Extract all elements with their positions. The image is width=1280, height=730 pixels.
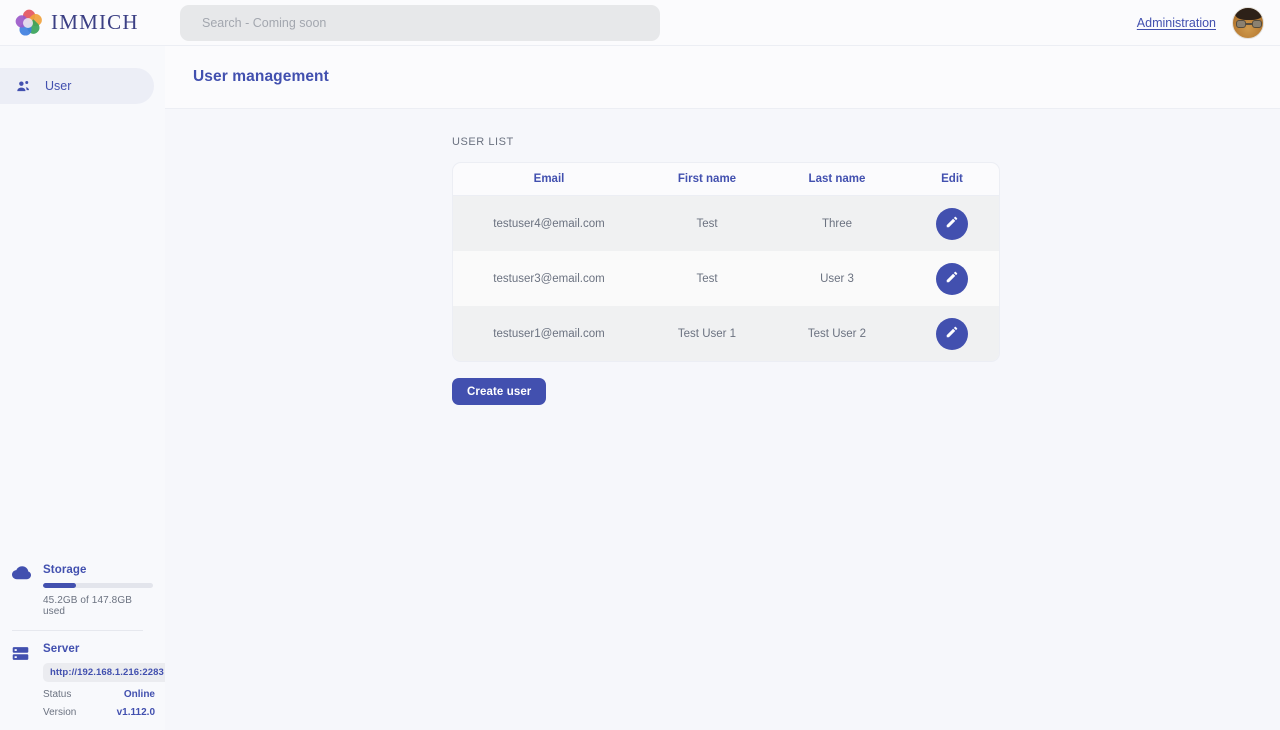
cell-edit xyxy=(905,262,999,295)
server-panel: Server http://192.168.1.216:2283 Status … xyxy=(0,643,171,718)
column-header-email: Email xyxy=(533,173,565,185)
top-navigation-bar: IMMICH Administration xyxy=(0,0,1280,46)
sidebar: User Storage 45.2GB of 147.8GB used xyxy=(0,46,171,730)
column-header-edit: Edit xyxy=(941,173,963,185)
column-header-first-name: First name xyxy=(677,173,737,185)
brand-name-label: IMMICH xyxy=(51,10,139,34)
sidebar-status-panel: Storage 45.2GB of 147.8GB used xyxy=(0,564,171,718)
cell-first-name: Test User 1 xyxy=(677,327,737,340)
storage-usage-caption: 45.2GB of 147.8GB used xyxy=(43,595,132,617)
cell-last-name: Three xyxy=(821,217,853,230)
pencil-icon xyxy=(945,325,959,342)
server-version-key: Version xyxy=(43,707,77,718)
brand-logo[interactable]: IMMICH xyxy=(13,7,166,36)
cell-edit xyxy=(905,207,999,240)
cell-last-name: User 3 xyxy=(820,272,854,285)
cell-last-name: Test User 2 xyxy=(807,327,867,340)
edit-user-button[interactable] xyxy=(936,207,968,240)
cell-email: testuser3@email.com xyxy=(493,272,605,285)
avatar-sunglasses-icon xyxy=(1236,20,1262,28)
table-header-row: Email First name Last name Edit xyxy=(452,162,1000,196)
storage-panel: Storage 45.2GB of 147.8GB used xyxy=(0,564,155,617)
server-status-value: Online xyxy=(123,689,155,700)
table-body: testuser4@email.com Test Three testuser3@em… xyxy=(452,196,1000,362)
column-header-last-name: Last name xyxy=(808,173,866,185)
administration-link[interactable]: Administration xyxy=(1136,16,1216,30)
pencil-icon xyxy=(945,270,959,287)
user-table: Email First name Last name Edit testuser… xyxy=(452,162,1000,362)
cloud-icon xyxy=(12,564,32,617)
cell-email: testuser1@email.com xyxy=(493,327,605,340)
server-version-value: v1.112.0 xyxy=(116,707,155,718)
server-url-chip[interactable]: http://192.168.1.216:2283 xyxy=(43,663,171,682)
storage-progress-fill xyxy=(43,583,76,588)
table-row: testuser3@email.com Test User 3 xyxy=(453,251,999,306)
search-input[interactable] xyxy=(202,16,660,30)
table-row: testuser1@email.com Test User 1 Test User … xyxy=(453,306,999,361)
people-icon xyxy=(15,78,32,95)
user-list-section: USER LIST Email First name Last name Edi… xyxy=(452,136,1000,405)
server-version-row: Version v1.112.0 xyxy=(43,707,155,718)
nav-right-group: Administration xyxy=(1137,0,1264,46)
server-rack-icon xyxy=(12,643,32,718)
search-bar[interactable] xyxy=(180,5,660,41)
user-list-label: USER LIST xyxy=(452,136,514,148)
avatar[interactable] xyxy=(1232,7,1264,39)
server-status-key: Status xyxy=(43,689,72,700)
immich-petal-logo-icon xyxy=(13,7,44,36)
content-area: USER LIST Email First name Last name Edi… xyxy=(165,109,1280,405)
cell-email: testuser4@email.com xyxy=(493,217,605,230)
cell-first-name: Test xyxy=(696,272,718,285)
pencil-icon xyxy=(945,215,959,232)
server-status-row: Status Online xyxy=(43,689,155,700)
table-row: testuser4@email.com Test Three xyxy=(453,196,999,251)
create-user-button[interactable]: Create user xyxy=(452,378,547,405)
sidebar-divider xyxy=(12,630,143,631)
cell-edit xyxy=(905,317,999,350)
sidebar-item-label: User xyxy=(45,79,72,93)
storage-title: Storage xyxy=(43,564,87,576)
main-content: User management USER LIST Email First na… xyxy=(165,46,1280,730)
storage-progress-bar xyxy=(43,583,153,588)
edit-user-button[interactable] xyxy=(936,317,968,350)
avatar-hair xyxy=(1235,8,1263,20)
server-title: Server xyxy=(43,643,80,655)
edit-user-button[interactable] xyxy=(936,262,968,295)
page-header: User management xyxy=(165,46,1280,109)
sidebar-item-user[interactable]: User xyxy=(0,68,154,104)
page-title: User management xyxy=(193,68,329,85)
cell-first-name: Test xyxy=(696,217,718,230)
